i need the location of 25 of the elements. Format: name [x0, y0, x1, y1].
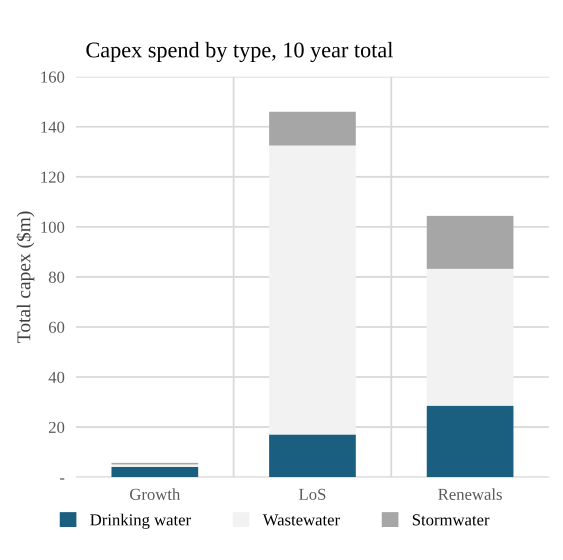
y-axis-title: Total capex ($m) — [16, 212, 34, 343]
legend-label: Wastewater — [262, 514, 340, 526]
y-tick-label: 120 — [41, 172, 64, 183]
x-tick-label: Renewals — [438, 488, 502, 500]
bar — [269, 146, 356, 435]
legend-label: Stormwater — [412, 514, 490, 526]
x-tick-label: LoS — [299, 488, 326, 500]
y-tick-label: 100 — [41, 222, 64, 233]
bar — [111, 464, 198, 467]
y-tick-label: 20 — [48, 422, 64, 434]
y-tick-label: 160 — [41, 71, 64, 83]
y-tick-label: - — [60, 478, 64, 480]
legend-label: Drinking water — [90, 514, 191, 529]
bar — [426, 406, 514, 478]
y-tick-label: 40 — [48, 372, 64, 383]
bar — [426, 268, 514, 406]
y-tick-label: 80 — [48, 272, 64, 283]
y-tick-label: 140 — [41, 121, 64, 133]
bar — [269, 434, 356, 478]
chart-title: Capex spend by type, 10 year total — [86, 42, 393, 62]
x-tick-label: Growth — [130, 488, 180, 500]
bar — [269, 112, 356, 146]
bar — [426, 216, 514, 269]
y-tick-label: 60 — [48, 322, 64, 333]
bar — [111, 466, 198, 478]
